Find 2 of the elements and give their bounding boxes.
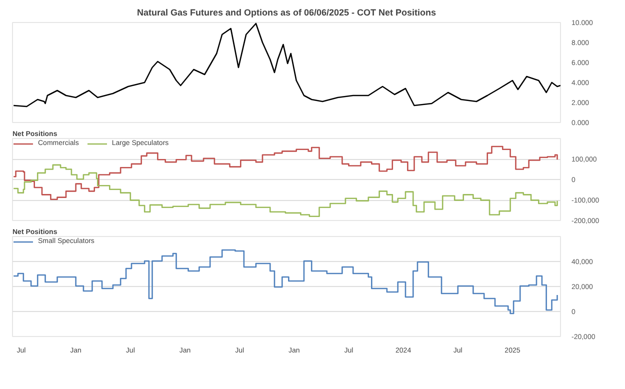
- line-series: [12, 22, 560, 108]
- chart-title: Natural Gas Futures and Options as of 06/06/2025 - COT Net Positions: [136, 8, 436, 18]
